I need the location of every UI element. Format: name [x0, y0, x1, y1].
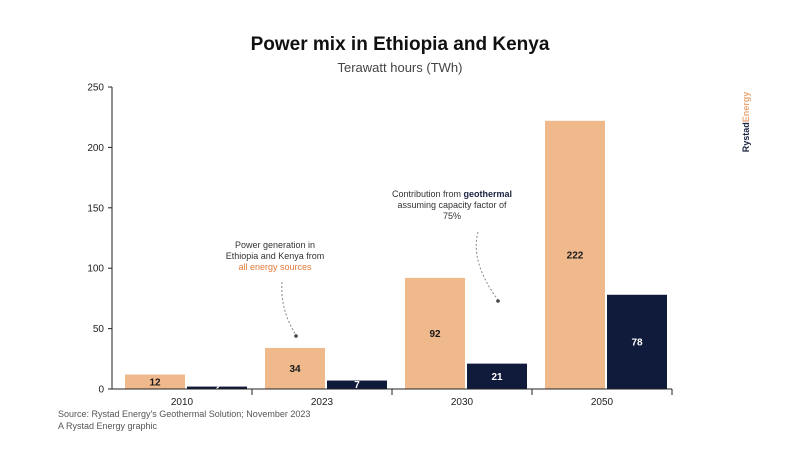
callout-lines [281, 231, 500, 338]
annotation-all-sources-highlight: all energy sources [238, 262, 312, 272]
annotation-geothermal-highlight: geothermal [463, 189, 513, 199]
bar-2050-series-2 [607, 294, 667, 389]
credit-note: A Rystad Energy graphic [58, 421, 158, 431]
annotation-geothermal: Contribution from geothermal assuming ca… [372, 189, 532, 222]
chart-footer: Source: Rystad Energy's Geothermal Solut… [58, 408, 310, 432]
bar-value-label: 12 [149, 377, 161, 388]
y-tick-label: 250 [87, 83, 104, 94]
y-tick-label: 0 [98, 385, 104, 396]
y-tick-label: 50 [93, 324, 105, 335]
y-tick-label: 200 [87, 143, 104, 154]
x-tick-label: 2010 [171, 397, 194, 408]
callout-line-geothermal [475, 231, 499, 301]
bars-group: 12 2 34 7 92 21 222 78 [125, 120, 667, 394]
source-note: Source: Rystad Energy's Geothermal Solut… [58, 409, 311, 419]
bar-2050-series-1 [545, 120, 605, 389]
y-tick-label: 100 [87, 264, 104, 275]
x-tick-label: 2050 [591, 397, 614, 408]
bar-2023-series-1 [265, 347, 325, 389]
bar-2010-series-1 [125, 374, 185, 389]
bar-2030-series-2 [467, 363, 527, 389]
annotation-all-sources-line1: Power generation in [234, 240, 316, 250]
annotation-geothermal-prefix: Contribution from [391, 189, 464, 199]
x-tick-label: 2023 [311, 397, 334, 408]
bar-value-label: 2 [214, 383, 220, 394]
annotation-geothermal-line2: assuming capacity factor of [397, 200, 507, 210]
bar-value-label: 78 [631, 337, 643, 348]
bar-value-label: 34 [289, 364, 301, 375]
annotation-geothermal-line3: 75% [442, 211, 461, 221]
callout-dot-all-sources [294, 334, 298, 338]
bar-2030-series-1 [405, 277, 465, 389]
chart-title: Power mix in Ethiopia and Kenya [250, 34, 550, 55]
bar-2010-series-2 [187, 386, 247, 389]
y-tick-label: 150 [87, 203, 104, 214]
annotation-all-sources: Power generation in Ethiopia and Kenya f… [205, 240, 345, 273]
callout-dot-geothermal [496, 299, 500, 303]
chart-subtitle: Terawatt hours (TWh) [337, 60, 463, 75]
bar-value-label: 222 [567, 250, 584, 261]
bar-value-label: 21 [491, 372, 503, 383]
bar-value-label: 7 [354, 380, 360, 391]
x-axis: 2010 2023 2030 2050 [112, 388, 673, 408]
bar-2023-series-2 [327, 380, 387, 389]
x-tick-label: 2030 [451, 397, 474, 408]
annotation-all-sources-line2: Ethiopia and Kenya from [225, 251, 325, 261]
callout-line-all-sources [281, 281, 297, 336]
y-axis: 0 50 100 150 200 250 [87, 83, 113, 396]
bar-value-label: 92 [429, 329, 441, 340]
